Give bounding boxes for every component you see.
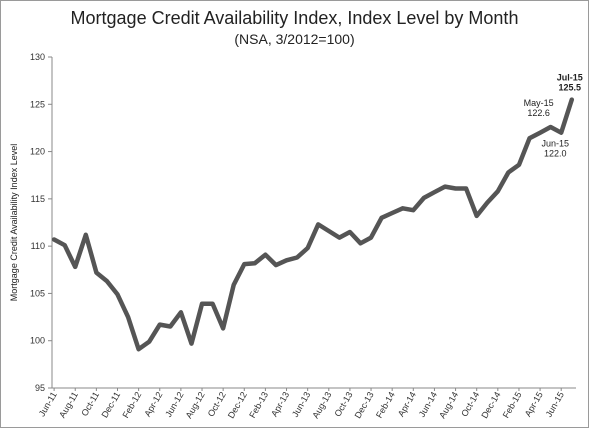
x-tick-label: Jun-14 [417, 390, 439, 419]
series-layer [51, 97, 575, 352]
x-tick-label: Feb-14 [374, 390, 397, 420]
annotation-value: 122.0 [544, 149, 567, 159]
chart-title: Mortgage Credit Availability Index, Inde… [70, 8, 519, 28]
x-tick-label: Feb-13 [247, 390, 270, 420]
y-axis-label: Mortgage Credit Availability Index Level [9, 144, 19, 301]
annotation-label: Jul-15 [557, 73, 583, 83]
y-axis-ticks: 95 100 105 110 115 120 125 130 [30, 52, 52, 393]
annotation-label: Jun-15 [541, 139, 569, 149]
y-tick-label: 95 [35, 383, 45, 393]
annotation-value: 125.5 [559, 83, 582, 93]
x-tick-label: Aug-14 [437, 390, 460, 420]
y-tick-label: 115 [31, 194, 45, 204]
x-tick-label: Dec-11 [99, 390, 122, 420]
x-tick-label: Jun-13 [290, 390, 312, 419]
x-tick-label: Aug-12 [184, 390, 207, 420]
chart-axes [51, 57, 576, 389]
x-tick-label: Apr-12 [142, 390, 164, 418]
chart-subtitle: (NSA, 3/2012=100) [234, 31, 355, 47]
x-tick-label: Jun-11 [37, 390, 59, 418]
x-tick-label: Oct-14 [459, 390, 481, 418]
x-tick-label: Aug-13 [310, 390, 333, 420]
x-tick-label: Dec-14 [479, 390, 502, 420]
y-tick-label: 125 [30, 99, 45, 109]
x-tick-label: Dec-12 [226, 390, 249, 420]
x-tick-label: Jun-15 [544, 390, 566, 419]
y-tick-label: 130 [30, 52, 45, 62]
x-tick-label: Oct-11 [79, 390, 101, 418]
x-tick-label: Apr-13 [269, 390, 291, 418]
y-tick-label: 120 [30, 147, 45, 157]
y-tick-label: 110 [31, 241, 45, 251]
x-tick-label: Oct-13 [332, 390, 354, 418]
x-tick-label: Apr-14 [396, 390, 418, 418]
annotation-value: 122.6 [527, 108, 550, 118]
y-tick-label: 105 [30, 288, 45, 298]
x-tick-label: Aug-11 [57, 390, 80, 420]
x-tick-label: Apr-15 [523, 390, 545, 418]
x-tick-label: Oct-12 [206, 390, 228, 418]
x-tick-label: Feb-15 [501, 390, 524, 420]
x-tick-label: Jun-12 [163, 390, 185, 419]
x-tick-label: Dec-13 [353, 390, 376, 420]
x-tick-label: Feb-12 [120, 390, 143, 420]
series-line [51, 97, 575, 352]
y-tick-label: 100 [30, 336, 45, 346]
annotation-label: May-15 [524, 98, 554, 108]
